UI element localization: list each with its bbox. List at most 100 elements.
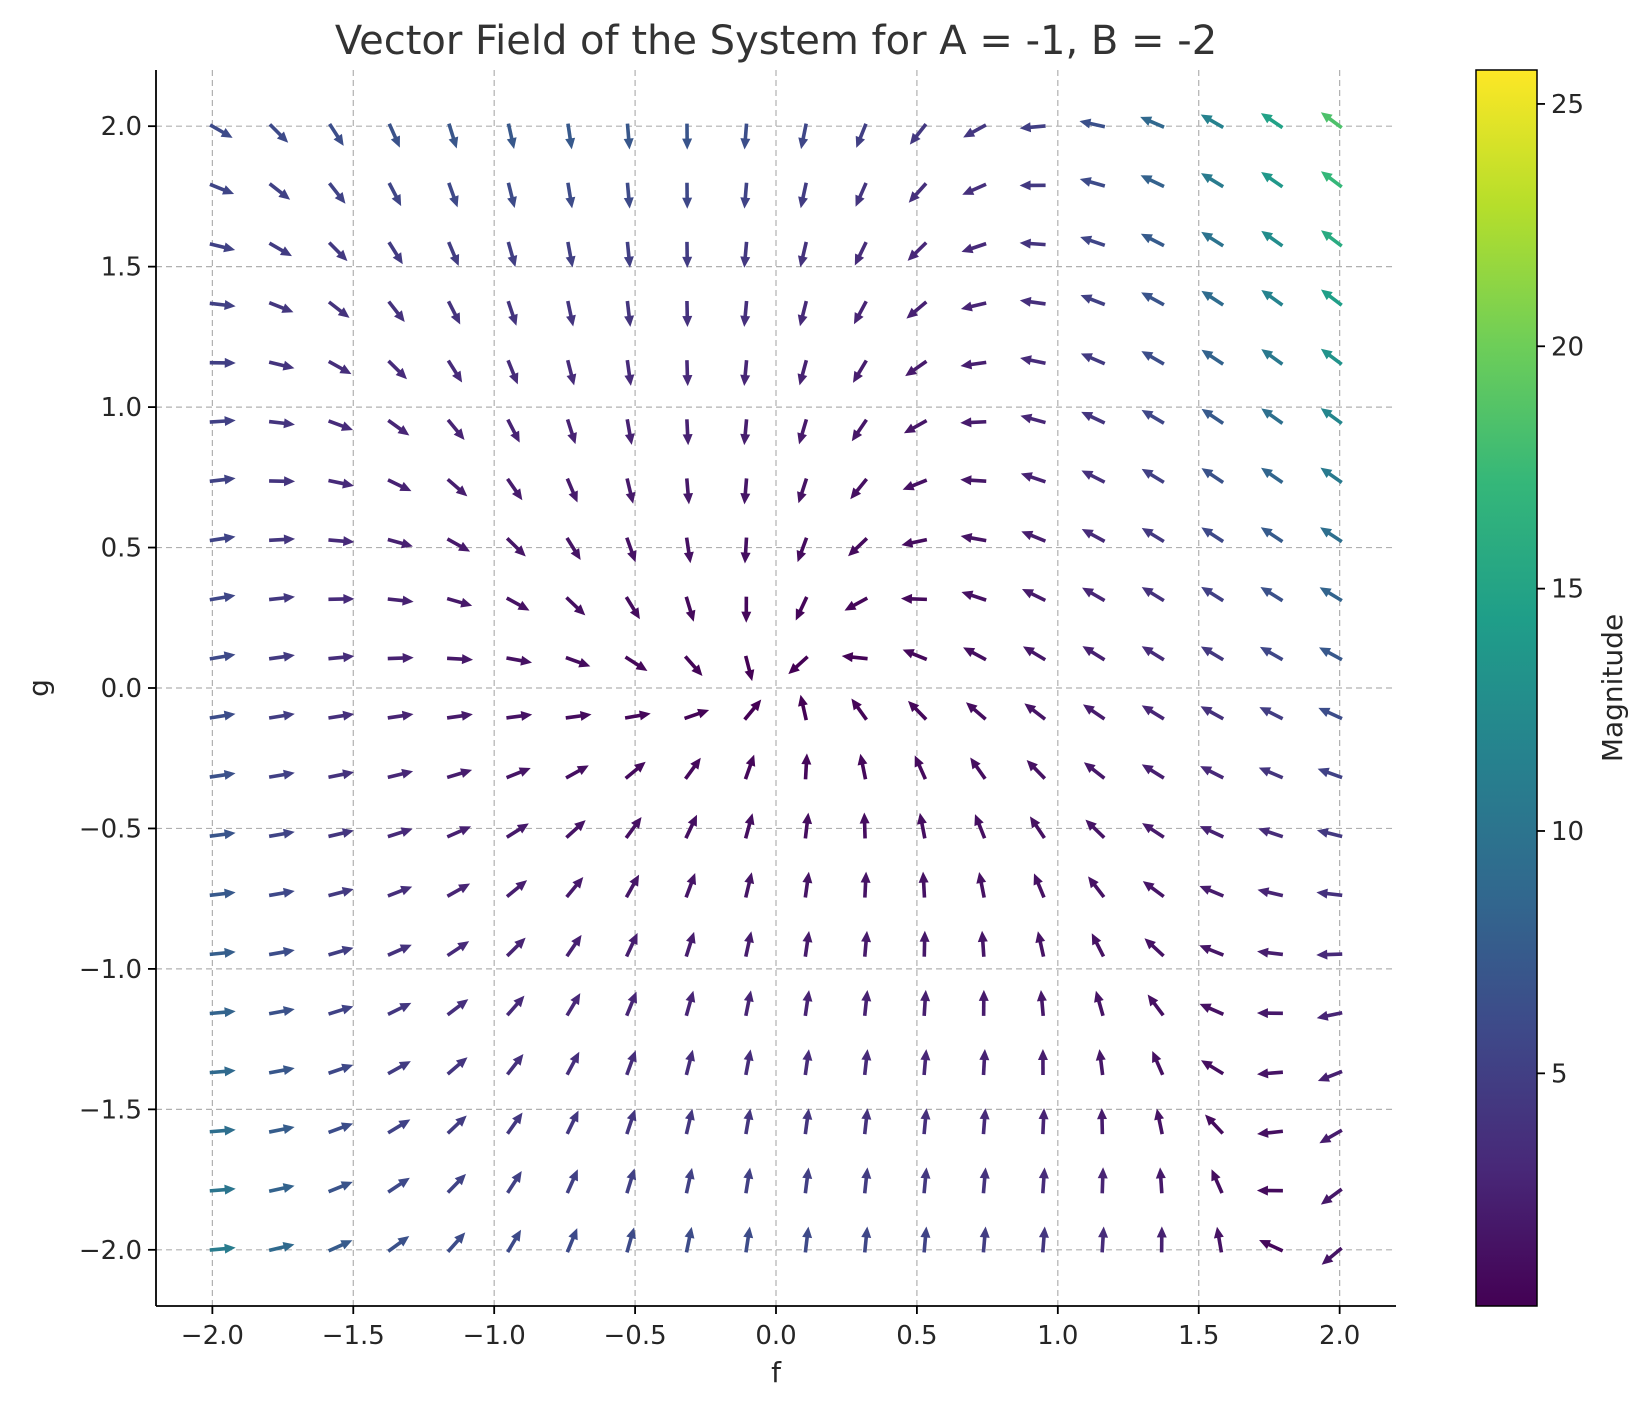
vector-arrow: [1320, 230, 1343, 248]
x-tick-label: 1.5: [1178, 1321, 1219, 1351]
vector-arrow: [565, 418, 577, 445]
vector-arrow: [1147, 994, 1165, 1017]
vector-arrow: [1317, 1069, 1343, 1082]
vector-arrow: [682, 123, 693, 150]
vector-arrow: [1320, 527, 1343, 544]
vector-arrow: [1020, 413, 1046, 425]
vector-arrow: [743, 754, 756, 780]
x-tick-label: −0.5: [604, 1321, 667, 1351]
x-tick-label: 0.5: [896, 1321, 937, 1351]
vector-arrow: [1141, 646, 1165, 662]
vector-arrow: [1038, 1108, 1049, 1135]
vector-arrow: [505, 823, 529, 839]
vector-arrow: [565, 596, 586, 616]
vector-arrow: [802, 930, 813, 957]
vector-arrow: [960, 301, 987, 312]
vector-arrow: [1088, 876, 1106, 899]
vector-arrow: [387, 768, 414, 780]
vector-arrow: [979, 1108, 990, 1135]
vector-arrow: [907, 700, 928, 721]
vector-arrow: [1261, 467, 1284, 484]
vector-arrow: [1140, 175, 1165, 189]
vector-arrow: [209, 1243, 236, 1254]
vector-arrow: [682, 360, 693, 387]
vector-arrow: [268, 1183, 295, 1193]
y-tick-label: 1.5: [101, 253, 142, 283]
vector-arrow: [1080, 294, 1106, 307]
vector-arrow: [850, 477, 869, 500]
vector-arrow: [1037, 1049, 1048, 1076]
vector-arrow: [797, 300, 809, 327]
vector-arrow: [1200, 646, 1225, 662]
vector-arrow: [855, 182, 868, 207]
vector-arrow: [906, 300, 928, 319]
vector-arrow: [327, 419, 353, 431]
vector-arrow: [565, 765, 589, 780]
vector-arrow: [902, 478, 928, 491]
vector-arrow: [855, 123, 868, 148]
vector-arrow: [740, 241, 751, 268]
vector-arrow: [506, 1229, 522, 1253]
vector-arrow: [861, 1049, 872, 1076]
vector-arrow: [268, 534, 296, 545]
vector-arrow: [446, 883, 471, 898]
vector-arrow: [387, 1177, 410, 1194]
vector-arrow: [1261, 289, 1284, 307]
y-axis-ticks: −2.0 −1.5 −1.0 −0.5 0.0 0.5 1.0 1.5 2.0: [79, 112, 156, 1266]
vector-arrow: [625, 1109, 637, 1135]
vector-arrow: [976, 872, 987, 898]
vector-arrow: [209, 533, 236, 544]
vector-arrow: [741, 596, 752, 623]
vector-arrow: [1320, 1187, 1343, 1205]
vector-arrow: [979, 1167, 990, 1194]
vector-arrow: [623, 182, 634, 209]
vector-arrow: [684, 1167, 695, 1194]
arrow-layer: [209, 112, 1343, 1265]
vector-arrow: [861, 1226, 872, 1253]
vector-arrow: [1201, 290, 1225, 307]
vector-arrow: [1141, 587, 1165, 603]
vector-arrow: [565, 1051, 580, 1076]
vector-arrow: [802, 812, 813, 839]
vector-arrow: [447, 182, 459, 208]
vector-arrow: [961, 241, 987, 254]
vector-arrow: [900, 593, 927, 604]
vector-arrow: [795, 596, 809, 621]
vector-arrow: [902, 649, 928, 662]
vector-arrow: [446, 710, 473, 721]
vector-arrow: [387, 1002, 412, 1017]
vector-arrow: [209, 182, 235, 195]
vector-arrow: [920, 1226, 931, 1253]
y-tick-label: 1.0: [101, 393, 142, 423]
vector-arrow: [625, 537, 637, 563]
vector-arrow: [506, 300, 518, 326]
vector-arrow: [328, 536, 355, 547]
vector-arrow: [1316, 888, 1343, 899]
vector-arrow: [327, 1122, 353, 1135]
vector-arrow: [1035, 931, 1046, 958]
vector-arrow: [917, 812, 927, 839]
vector-arrow: [1080, 353, 1106, 366]
vector-arrow: [1155, 1167, 1166, 1194]
vector-arrow: [1095, 1049, 1106, 1076]
vector-arrow: [328, 478, 354, 489]
vector-arrow: [505, 767, 531, 780]
vector-arrow: [446, 941, 470, 958]
vector-arrow: [446, 654, 474, 665]
vector-arrow: [1141, 468, 1165, 484]
vector-arrow: [209, 1184, 236, 1195]
vector-arrow: [961, 590, 987, 602]
vector-arrow: [684, 931, 696, 958]
vector-arrow: [1026, 759, 1047, 780]
vector-arrow: [802, 990, 813, 1017]
vector-arrow: [684, 1108, 695, 1135]
vector-arrow: [387, 478, 412, 492]
vector-arrow: [209, 242, 236, 253]
vector-arrow: [446, 1057, 468, 1076]
vector-arrow: [565, 1110, 579, 1135]
vector-arrow: [328, 710, 355, 721]
vector-arrow: [1201, 231, 1225, 248]
vector-arrow: [209, 123, 233, 138]
vector-arrow: [1257, 947, 1284, 958]
x-tick-label: 0.0: [755, 1321, 796, 1351]
